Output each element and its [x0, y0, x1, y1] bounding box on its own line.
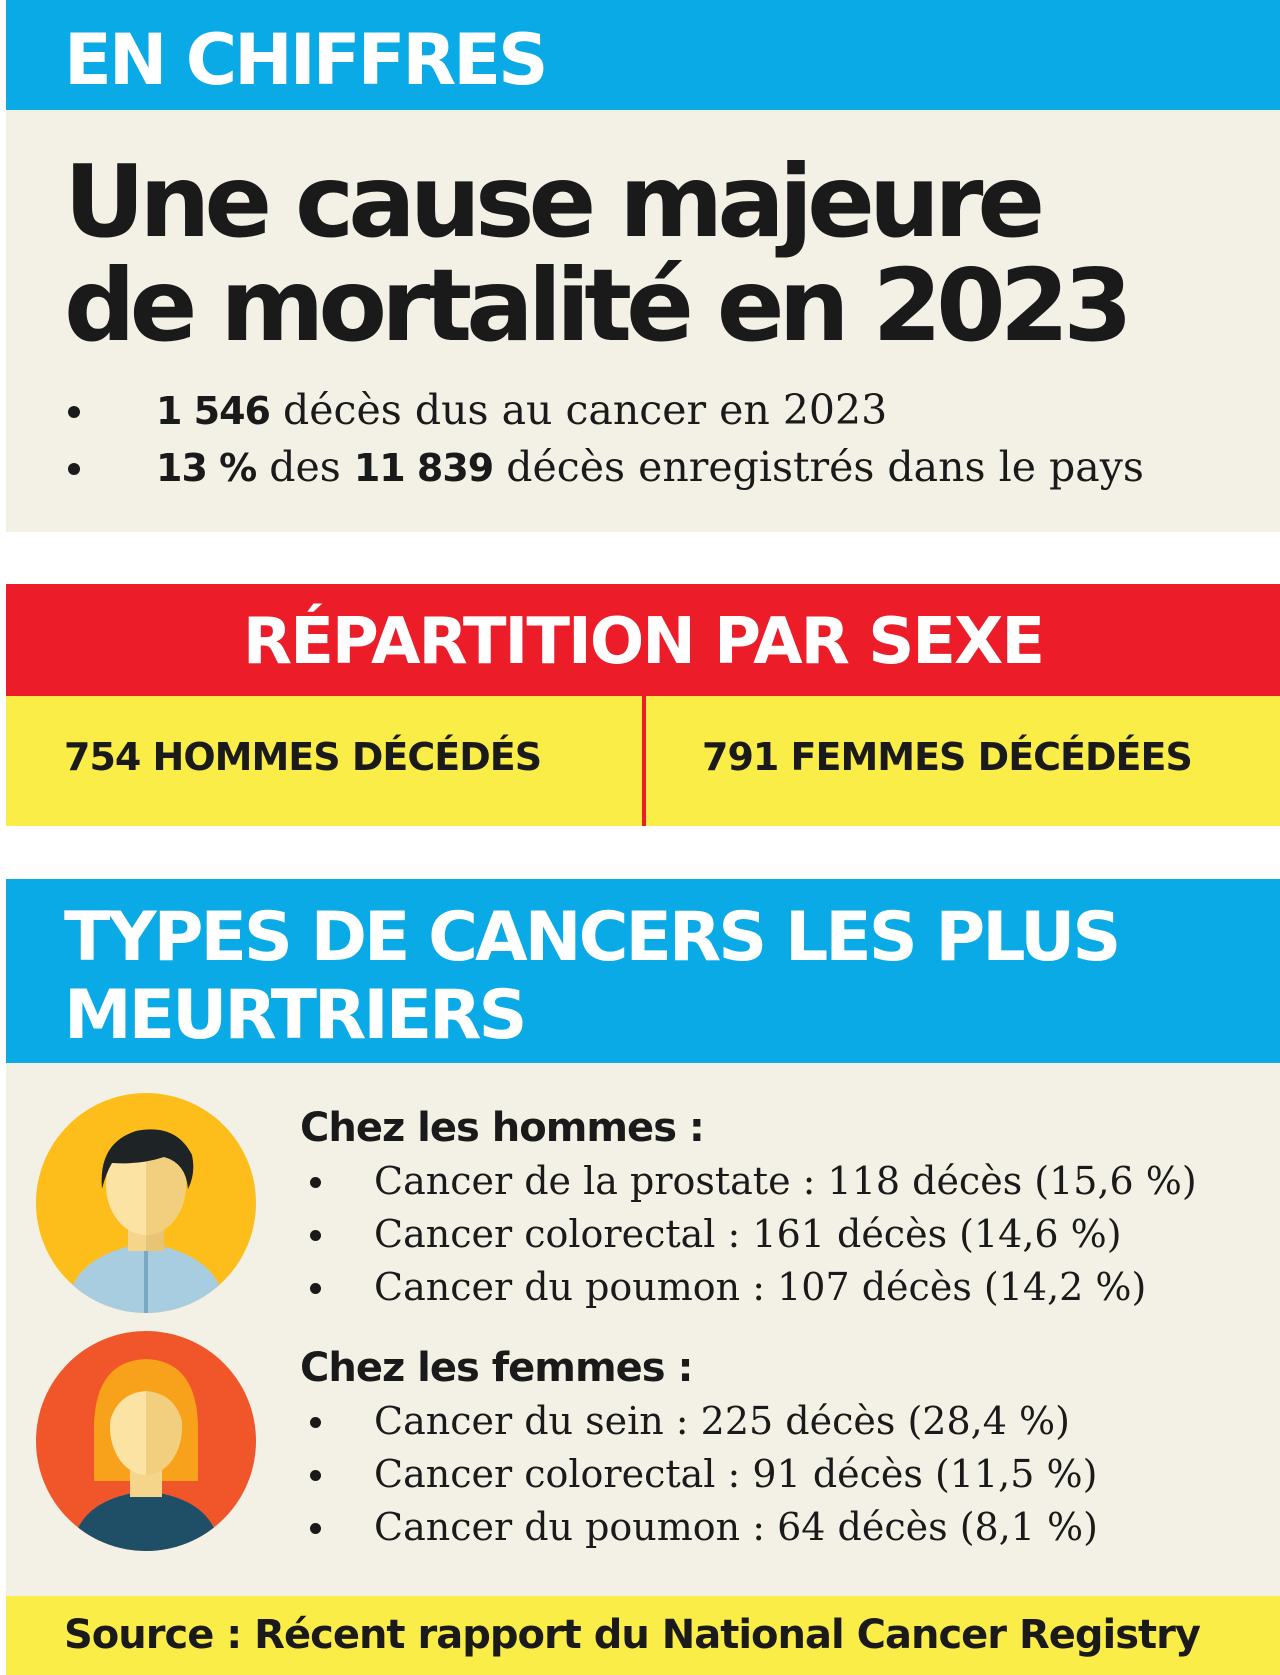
types-title-line-2: MEURTRIERS [64, 976, 527, 1055]
stats-list: 1 546 décès dus au cancer en 2023 13 % d… [64, 382, 1144, 496]
stat-deaths-text: décès dus au cancer en 2023 [270, 386, 888, 434]
list-item: Cancer de la prostate : 118 décès (15,6 … [300, 1155, 1197, 1208]
men-heading: Chez les hommes : [300, 1105, 705, 1151]
list-item: Cancer colorectal : 91 décès (11,5 %) [300, 1448, 1098, 1501]
by-sex-header: RÉPARTITION PAR SEXE [6, 584, 1280, 696]
types-title: TYPES DE CANCERS LES PLUS MEURTRIERS [64, 898, 1121, 1055]
split-divider [642, 696, 646, 826]
women-deaths: 791 FEMMES DÉCÉDÉES [702, 735, 1193, 779]
list-item: Cancer colorectal : 161 décès (14,6 %) [300, 1208, 1197, 1261]
types-title-line-1: TYPES DE CANCERS LES PLUS [64, 898, 1121, 977]
men-deaths: 754 HOMMES DÉCÉDÉS [64, 735, 542, 779]
intro-section: Une cause majeure de mortalité en 2023 1… [6, 110, 1280, 532]
list-item: Cancer du poumon : 64 décès (8,1 %) [300, 1501, 1098, 1554]
stat-deaths-value: 1 546 [156, 389, 271, 433]
men-cancers: Chez les hommes : Cancer de la prostate … [300, 1103, 1197, 1314]
stat-share-text-a: des [256, 443, 354, 491]
types-details: Chez les hommes : Cancer de la prostate … [6, 1063, 1280, 1596]
source-band: Source : Récent rapport du National Canc… [6, 1596, 1280, 1675]
list-item: Cancer du sein : 225 décès (28,4 %) [300, 1395, 1098, 1448]
list-item-text: Cancer de la prostate : 118 décès (15,6 … [374, 1159, 1197, 1203]
headline: Une cause majeure de mortalité en 2023 [64, 150, 1133, 358]
headline-line-1: Une cause majeure [64, 143, 1045, 260]
list-item: Cancer du poumon : 107 décès (14,2 %) [300, 1261, 1197, 1314]
bullet-icon [68, 463, 80, 475]
header-title: EN CHIFFRES [64, 19, 549, 101]
bullet-icon [310, 1417, 321, 1428]
stat-share-percent: 13 % [156, 446, 257, 490]
women-cancers: Chez les femmes : Cancer du sein : 225 d… [300, 1343, 1098, 1554]
list-item-text: Cancer du poumon : 64 décès (8,1 %) [374, 1505, 1098, 1549]
bullet-icon [310, 1523, 321, 1534]
man-avatar-icon [36, 1093, 256, 1313]
by-sex-split: 754 HOMMES DÉCÉDÉS 791 FEMMES DÉCÉDÉES [6, 696, 1280, 826]
source-text: Source : Récent rapport du National Canc… [64, 1612, 1201, 1658]
by-sex-title: RÉPARTITION PAR SEXE [242, 605, 1045, 679]
list-item-text: Cancer colorectal : 161 décès (14,6 %) [374, 1212, 1122, 1256]
list-item-text: Cancer du sein : 225 décès (28,4 %) [374, 1399, 1070, 1443]
bullet-icon [68, 406, 80, 418]
bullet-icon [310, 1230, 321, 1241]
list-item-text: Cancer du poumon : 107 décès (14,2 %) [374, 1265, 1147, 1309]
women-heading: Chez les femmes : [300, 1345, 694, 1391]
stat-share-total: 11 839 [353, 446, 494, 490]
header-band: EN CHIFFRES [6, 0, 1280, 110]
woman-avatar-icon [36, 1331, 256, 1551]
stat-deaths: 1 546 décès dus au cancer en 2023 [64, 382, 1144, 439]
headline-line-2: de mortalité en 2023 [64, 247, 1133, 364]
bullet-icon [310, 1283, 321, 1294]
bullet-icon [310, 1177, 321, 1188]
stat-share: 13 % des 11 839 décès enregistrés dans l… [64, 439, 1144, 496]
women-list: Cancer du sein : 225 décès (28,4 %) Canc… [300, 1395, 1098, 1554]
bullet-icon [310, 1470, 321, 1481]
men-list: Cancer de la prostate : 118 décès (15,6 … [300, 1155, 1197, 1314]
stat-share-text-b: décès enregistrés dans le pays [493, 443, 1144, 491]
types-header: TYPES DE CANCERS LES PLUS MEURTRIERS [6, 879, 1280, 1063]
list-item-text: Cancer colorectal : 91 décès (11,5 %) [374, 1452, 1098, 1496]
